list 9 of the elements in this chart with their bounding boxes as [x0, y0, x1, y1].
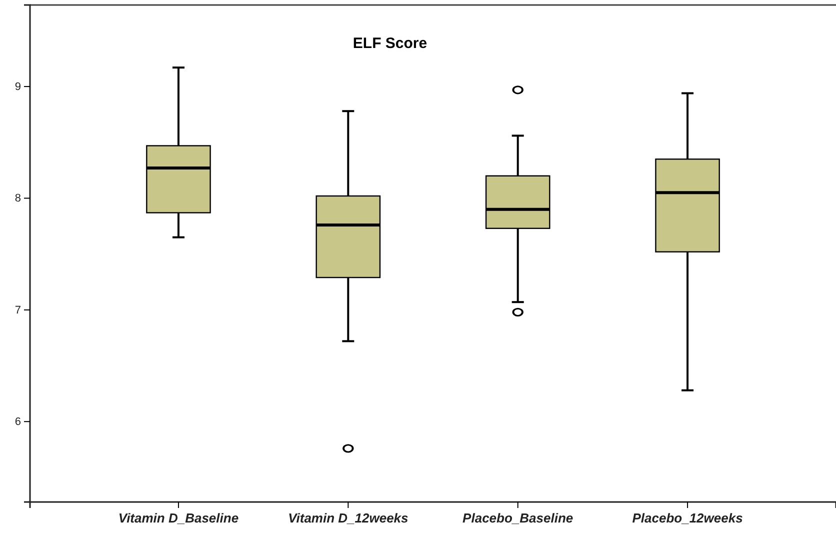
x-tick-label: Placebo_Baseline [462, 510, 574, 526]
y-tick-label: 6 [14, 416, 21, 428]
y-tick-label: 9 [14, 81, 21, 94]
x-tick-label: Vitamin D_Baseline [118, 510, 239, 526]
y-tick-label: 7 [14, 304, 21, 316]
text: ELF Score [352, 35, 428, 52]
x-tick-label: Vitamin D_12weeks [288, 510, 408, 526]
x-tick-label: Placebo_12weeks [632, 510, 743, 526]
y-tick-label: 8 [14, 192, 21, 205]
